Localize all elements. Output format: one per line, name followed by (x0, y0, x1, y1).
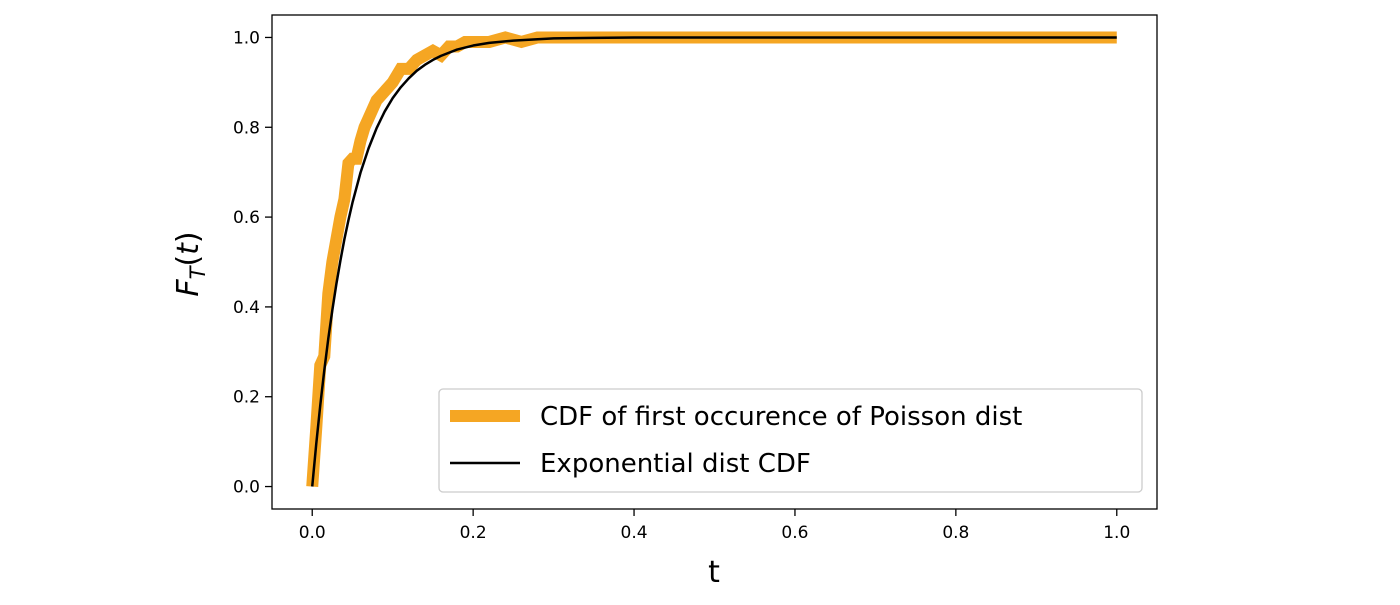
x-tick-label: 0.0 (299, 523, 326, 543)
ticks-layer: 0.0 0.2 0.4 0.6 0.8 1.0 0.0 0.2 0.4 0.6 0.8 1.0 (233, 28, 1130, 543)
x-tick-label: 0.4 (621, 523, 648, 543)
y-tick-label: 0.6 (233, 208, 260, 228)
x-tick-label: 0.8 (942, 523, 969, 543)
x-tick-label: 0.6 (781, 523, 808, 543)
y-tick-label: 0.4 (233, 298, 260, 318)
y-tick-label: 1.0 (233, 28, 260, 48)
series-line-1 (310, 36, 1117, 487)
y-axis-label: FT(t) (171, 231, 210, 296)
legend-frame (438, 388, 1143, 493)
series-layer (306, 31, 1117, 487)
legend-label-poisson: CDF of first occurence of Poisson dist (540, 402, 1022, 432)
x-axis-label: t (708, 555, 720, 590)
legend: CDF of first occurence of Poisson dist E… (438, 388, 1143, 493)
y-tick-label: 0.2 (233, 388, 260, 408)
y-tick-label: 0.8 (233, 118, 260, 138)
x-tick-label: 1.0 (1103, 523, 1130, 543)
y-tick-label: 0.0 (233, 478, 260, 498)
legend-label-exponential: Exponential dist CDF (540, 449, 811, 479)
x-tick-label: 0.2 (460, 523, 487, 543)
